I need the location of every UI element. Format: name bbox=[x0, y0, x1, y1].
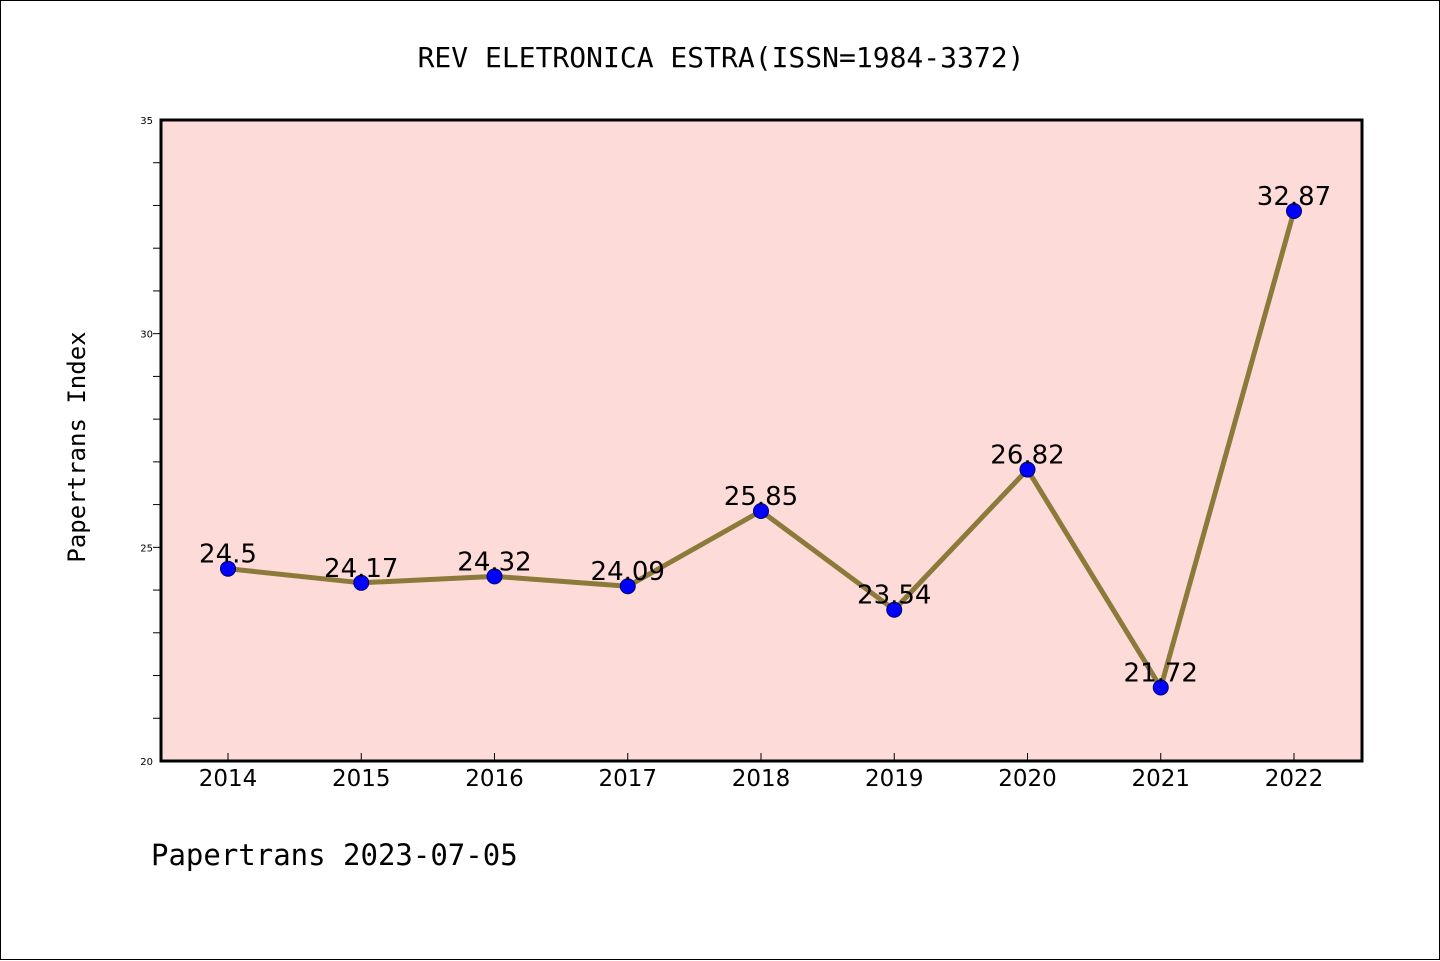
x-tick-label: 2019 bbox=[865, 766, 924, 792]
y-tick-label: 30 bbox=[140, 330, 153, 341]
footer-date-label: Papertrans 2023-07-05 bbox=[151, 838, 518, 872]
x-tick-label: 2020 bbox=[998, 766, 1057, 792]
data-point-marker bbox=[1286, 203, 1302, 220]
data-point-marker bbox=[753, 503, 769, 520]
x-tick-label: 2015 bbox=[332, 766, 391, 792]
data-point-marker bbox=[1152, 679, 1169, 696]
plot-area bbox=[161, 120, 1362, 761]
y-axis-tick-labels: 20 25 30 35 bbox=[140, 116, 153, 768]
data-value-label: 24.32 bbox=[457, 547, 531, 577]
plot-frame bbox=[159, 118, 1364, 763]
x-tick-label: 2016 bbox=[465, 766, 524, 792]
data-point-marker bbox=[486, 568, 503, 585]
data-point-marker bbox=[353, 574, 370, 591]
y-axis-label: Papertrans Index bbox=[63, 331, 91, 562]
x-tick-label: 2017 bbox=[598, 766, 657, 792]
data-point-marker bbox=[1019, 461, 1036, 478]
data-point-marker bbox=[886, 601, 903, 618]
data-value-label: 32.87 bbox=[1257, 182, 1331, 212]
x-tick-label: 2022 bbox=[1265, 766, 1324, 792]
x-axis-tick-labels: 2014 2015 2016 2017 2018 2019 2020 2021 2022 bbox=[199, 766, 1324, 792]
data-value-label: 24.5 bbox=[199, 540, 257, 570]
data-value-label: 21.72 bbox=[1124, 658, 1198, 688]
data-point-marker bbox=[619, 578, 636, 595]
x-tick-label: 2018 bbox=[732, 766, 791, 792]
data-value-label: 23.54 bbox=[857, 581, 931, 611]
y-tick-label: 35 bbox=[140, 116, 153, 127]
data-value-labels: 24.5 24.17 24.32 24.09 25.85 23.54 26.82 21.72 3… bbox=[199, 182, 1331, 688]
x-tick-label: 2014 bbox=[199, 766, 258, 792]
data-value-label: 25.85 bbox=[724, 482, 798, 512]
data-point-markers bbox=[220, 203, 1302, 696]
chart-title: REV ELETRONICA ESTRA(ISSN=1984-3372) bbox=[418, 41, 1025, 74]
x-tick-label: 2021 bbox=[1131, 766, 1190, 792]
y-tick-label: 25 bbox=[140, 543, 153, 554]
data-value-label: 26.82 bbox=[990, 441, 1064, 471]
y-tick-label: 20 bbox=[140, 757, 153, 768]
data-value-label: 24.17 bbox=[324, 554, 398, 584]
data-point-marker bbox=[220, 560, 236, 577]
data-value-label: 24.09 bbox=[591, 557, 665, 587]
